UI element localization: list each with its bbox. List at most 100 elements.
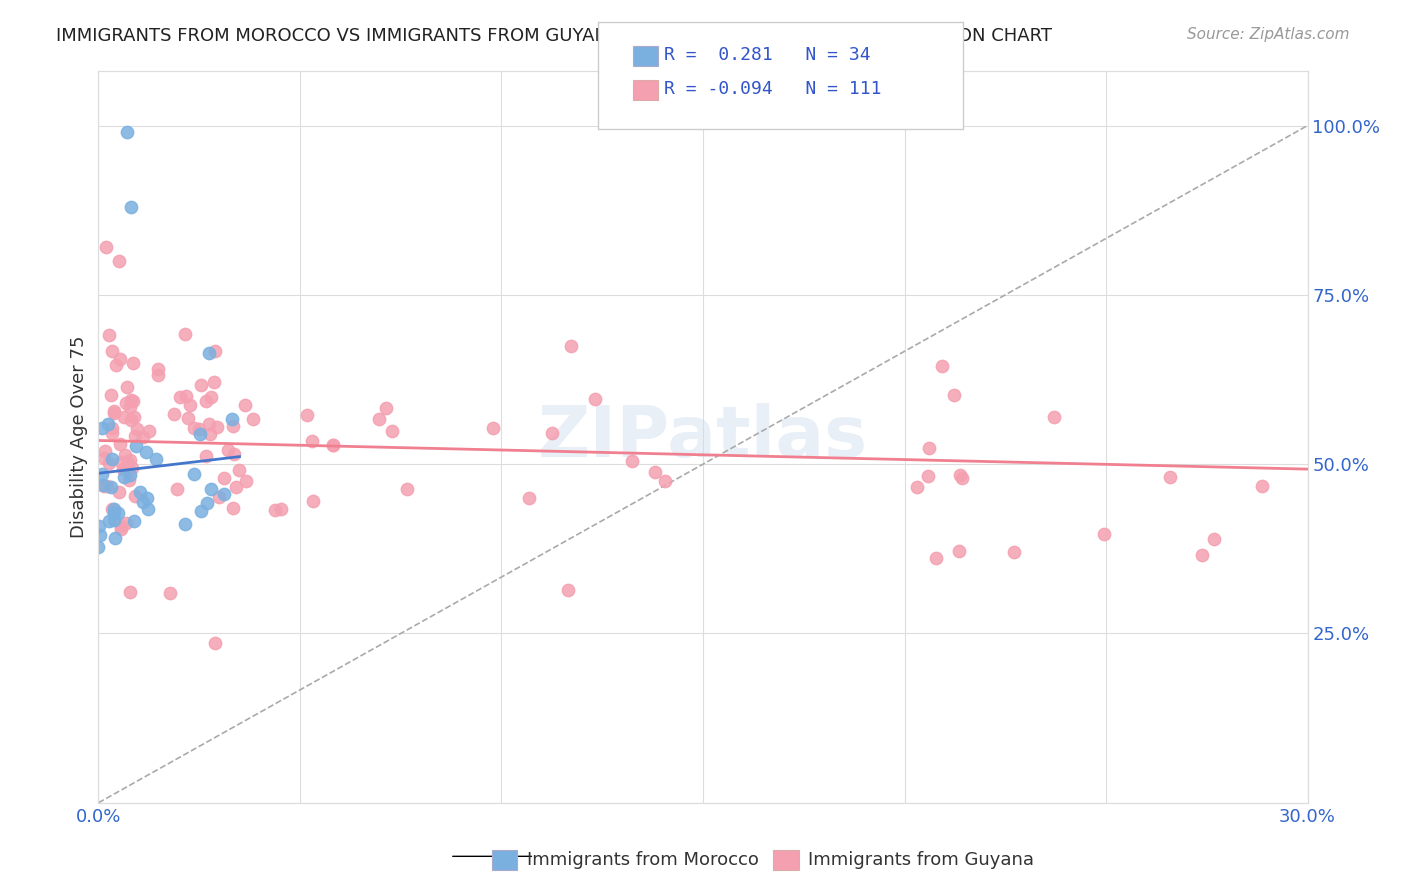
Point [322,438,344,452]
Point [115,380,138,394]
Point [110,351,132,366]
Point [122,356,145,370]
Text: R = -0.094   N = 111: R = -0.094 N = 111 [664,80,882,98]
Point [117,473,139,487]
Point [1092,527,1115,541]
Point [166,482,188,496]
Point [931,359,953,373]
Point [197,346,219,360]
Point [122,514,145,528]
Point [188,422,211,436]
Point [169,390,191,404]
Point [120,413,142,427]
Point [97,417,120,431]
Point [381,425,404,439]
Point [212,487,235,501]
Point [188,427,211,442]
Point [115,396,138,410]
Point [202,376,225,390]
Point [96,240,118,254]
Point [195,393,218,408]
Point [654,475,676,489]
Point [121,461,143,475]
Point [301,434,323,449]
Point [1202,533,1225,547]
Point [205,419,228,434]
Point [101,451,124,466]
Point [949,468,972,483]
Point [204,636,226,650]
Point [208,490,231,504]
Point [177,410,200,425]
Point [129,485,152,500]
Point [204,344,226,359]
Point [93,450,115,465]
Point [395,483,418,497]
Point [122,409,145,424]
Y-axis label: Disability Age Over 75: Disability Age Over 75 [70,335,89,539]
Point [90,420,112,434]
Point [644,466,666,480]
Point [557,583,579,598]
Point [101,344,124,359]
Text: ZIPatlas: ZIPatlas [538,402,868,472]
Point [198,417,221,431]
Point [114,448,136,462]
Point [905,480,928,494]
Point [242,412,264,426]
Text: R =  0.281   N = 34: R = 0.281 N = 34 [664,46,870,64]
Point [120,392,142,407]
Point [101,426,124,441]
Point [115,516,138,531]
Point [222,447,245,461]
Point [1251,479,1274,493]
Point [89,528,111,542]
Point [103,513,125,527]
Point [91,467,114,481]
Point [93,479,115,493]
Point [190,504,212,518]
Point [183,467,205,481]
Point [1191,548,1213,562]
Point [124,429,146,443]
Point [118,400,141,414]
Point [111,462,134,476]
Text: Immigrants from Morocco: Immigrants from Morocco [527,851,759,869]
Point [148,368,170,383]
Point [948,544,970,558]
Point [517,491,540,505]
Point [163,407,186,421]
Point [132,430,155,444]
Point [374,401,396,415]
Point [91,478,114,492]
Point [110,522,132,536]
Point [200,390,222,404]
Point [190,377,212,392]
Point [1160,470,1182,484]
Point [270,502,292,516]
Point [97,514,120,528]
Point [120,468,142,483]
Point [136,501,159,516]
Point [98,328,121,343]
Point [159,586,181,600]
Point [482,421,505,435]
Point [560,338,582,352]
Point [195,450,218,464]
Point [222,418,245,433]
Point [100,480,122,494]
Point [110,455,132,469]
Point [105,359,128,373]
Point [200,427,222,442]
Point [620,454,643,468]
Point [103,404,125,418]
Point [125,422,148,436]
Point [87,540,110,554]
Point [173,516,195,531]
Point [228,463,250,477]
Point [918,441,941,455]
Point [122,394,145,409]
Point [97,456,120,470]
Point [96,479,118,493]
Point [136,491,159,506]
